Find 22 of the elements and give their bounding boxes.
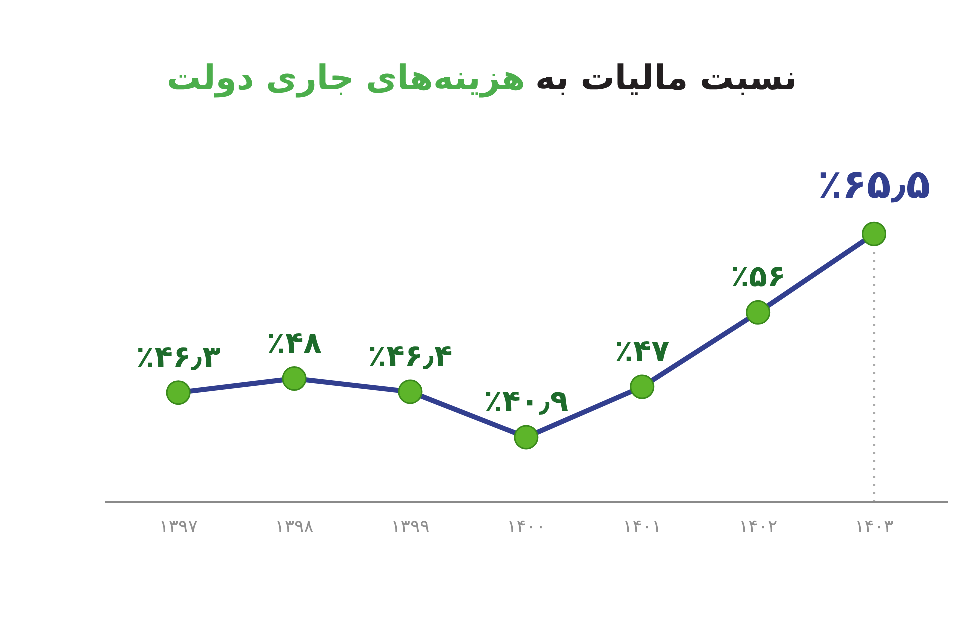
x-tick-label: ۱۳۹۷ <box>159 516 198 538</box>
data-label: ٪۴۶٫۴ <box>368 339 453 374</box>
x-tick-label: ۱۴۰۲ <box>738 516 778 538</box>
x-tick-label: ۱۳۹۹ <box>391 516 430 538</box>
data-label: ٪۴۰٫۹ <box>484 384 569 420</box>
point <box>514 425 539 450</box>
chart-title: نسبت مالیات به هزینه‌های جاری دولت <box>166 58 798 98</box>
point <box>166 380 191 406</box>
x-tick-label: ۱۴۰۰ <box>507 516 546 538</box>
x-tick-label: ۱۴۰۳ <box>854 516 894 538</box>
data-label: ٪۴۸ <box>267 326 322 361</box>
point <box>398 380 423 404</box>
point <box>746 300 771 325</box>
data-label: ٪۴۷ <box>614 334 670 370</box>
x-tick-label: ۱۳۹۸ <box>275 516 314 538</box>
x-tick-label: ۱۴۰۱ <box>623 516 662 538</box>
data-label: ٪۴۶٫۳ <box>136 340 221 375</box>
point <box>862 222 887 246</box>
point <box>630 374 655 400</box>
point <box>282 366 307 392</box>
data-label: ٪۶۵٫۵ <box>818 162 931 208</box>
data-label: ٪۵۶ <box>730 260 786 295</box>
